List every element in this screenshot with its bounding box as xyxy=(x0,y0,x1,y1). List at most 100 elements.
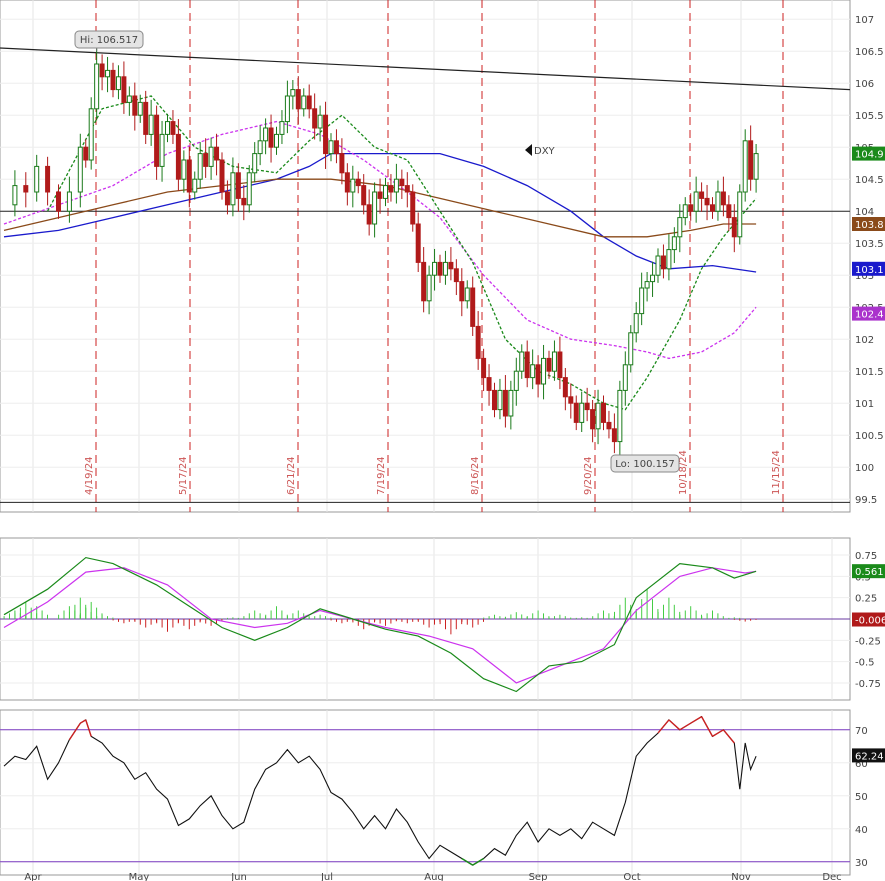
candle-body xyxy=(601,402,606,423)
high-callout-text: Hi: 106.517 xyxy=(80,35,138,46)
price-tick-label: 100.5 xyxy=(855,431,884,442)
macd-tick-label: -0.25 xyxy=(855,636,881,647)
candle-body xyxy=(519,351,525,372)
candle-body xyxy=(742,140,748,193)
candle-body xyxy=(214,146,220,161)
date-marker-label: 7/19/24 xyxy=(376,456,387,495)
month-label: Sep xyxy=(529,872,548,881)
candle-body xyxy=(660,255,666,270)
candle-body xyxy=(317,114,323,129)
candle-body xyxy=(192,178,198,193)
candle-body xyxy=(720,191,726,206)
candle-body xyxy=(224,191,230,206)
candle-body xyxy=(143,101,149,135)
candle-body xyxy=(568,396,574,404)
price-tick-label: 101.5 xyxy=(855,367,884,378)
candle-body xyxy=(219,159,225,193)
candle-body xyxy=(535,364,541,385)
macd-signal-line xyxy=(3,567,757,684)
candle-body xyxy=(666,249,672,270)
rsi-tick-label: 30 xyxy=(855,858,868,869)
rsi-extreme-segment xyxy=(690,716,702,724)
candle-body xyxy=(502,389,508,417)
candle-body xyxy=(492,389,497,411)
candle-body xyxy=(611,428,617,443)
candle-body xyxy=(388,185,394,193)
candle-body xyxy=(617,389,623,443)
candle-body xyxy=(181,159,187,180)
candle-body xyxy=(551,351,557,372)
candle-body xyxy=(383,185,388,199)
candle-body xyxy=(252,153,258,174)
candle-body xyxy=(726,204,732,219)
candle-body xyxy=(710,204,715,212)
candle-body xyxy=(524,351,530,379)
candle-body xyxy=(132,95,138,116)
macd-value-tag-text: -0.006 xyxy=(855,616,885,627)
candle-body xyxy=(165,121,170,135)
macd-value-tag: 0.561 xyxy=(852,564,885,579)
candle-body xyxy=(241,197,247,206)
low-callout-box xyxy=(610,454,680,473)
rsi-tick-label: 50 xyxy=(855,792,868,803)
candle-body xyxy=(530,364,536,379)
rsi-extreme-segment xyxy=(712,729,724,737)
candle-body xyxy=(45,165,51,193)
rsi-extreme-segment xyxy=(657,719,670,734)
month-label: Aug xyxy=(424,872,444,881)
month-label: Apr xyxy=(24,872,42,881)
candle-body xyxy=(546,357,552,372)
month-label: May xyxy=(129,872,150,881)
candle-body xyxy=(83,146,89,161)
rsi-line xyxy=(3,715,757,866)
rsi-value-tag-bg xyxy=(852,748,885,763)
axes: Apr May Jun Jul Aug Sep Oct Nov Dec 99.5 100 100.5 1… xyxy=(24,15,885,881)
candle-body xyxy=(372,191,378,225)
month-label: Oct xyxy=(623,872,640,881)
candle-body xyxy=(688,204,694,212)
rsi-value-tag: 62.24 xyxy=(852,748,885,763)
price-panel: 4/19/24 5/17/24 6/21/24 7/19/24 8/16/24 9/20/… xyxy=(0,0,851,512)
candle-body xyxy=(333,140,339,155)
candle-body xyxy=(257,140,263,155)
candle-body xyxy=(639,287,645,315)
candle-body xyxy=(361,185,367,206)
macd-value-tag: -0.006 xyxy=(852,612,885,627)
date-marker-label: 5/17/24 xyxy=(178,456,189,495)
candle-body xyxy=(573,402,579,423)
symbol-label: DXY xyxy=(534,146,556,157)
candle-body xyxy=(99,63,105,78)
low-callout-text: Lo: 100.157 xyxy=(615,459,674,470)
date-marker-label: 8/16/24 xyxy=(470,456,481,495)
rsi-extreme-segment xyxy=(668,719,681,731)
sma20-line xyxy=(47,95,757,411)
price-panel-frame xyxy=(0,0,851,513)
candle-body xyxy=(464,287,470,302)
candle-body xyxy=(557,351,563,379)
price-tick-label: 100 xyxy=(855,463,874,474)
candle-body xyxy=(175,133,181,180)
price-value-tag-bg xyxy=(852,217,885,231)
candle-body xyxy=(34,165,40,193)
candle-body xyxy=(66,191,72,212)
macd-value-tag-bg xyxy=(852,564,885,579)
candle-body xyxy=(644,281,650,289)
candle-body xyxy=(421,261,427,302)
macd-tick-label: 0.75 xyxy=(855,551,877,562)
candle-body xyxy=(377,191,383,199)
candle-body xyxy=(486,377,492,391)
candle-body xyxy=(197,153,203,180)
price-value-tag-text: 102.4 xyxy=(855,310,884,321)
candle-body xyxy=(753,153,759,180)
date-marker-label: 9/20/24 xyxy=(583,456,594,495)
candle-body xyxy=(699,191,705,199)
candle-body xyxy=(590,409,596,430)
candle-body xyxy=(246,172,252,206)
candle-body xyxy=(404,185,410,193)
rsi-extreme-segment xyxy=(79,719,87,724)
candle-body xyxy=(715,191,721,212)
price-tick-label: 105.5 xyxy=(855,111,884,122)
price-value-tag-text: 103.8 xyxy=(855,220,884,231)
macd-tick-label: 0.25 xyxy=(855,594,877,605)
